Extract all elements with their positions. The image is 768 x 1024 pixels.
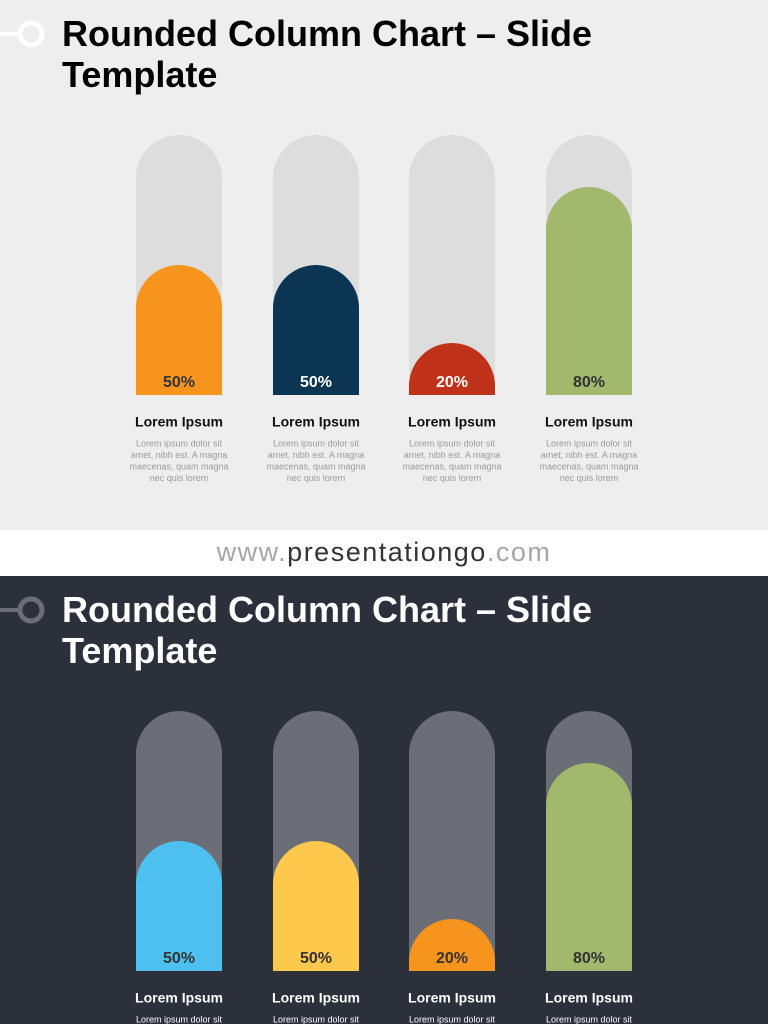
slide-title: Rounded Column Chart – Slide Template [62,589,593,671]
value-label: 50% [163,950,195,967]
slide-title: Rounded Column Chart – Slide Template [62,13,593,95]
description-line: Lorem ipsum dolor sit [136,438,223,448]
description-line: maecenas, quam magna [129,461,228,471]
bar [409,919,495,971]
bar [136,841,222,971]
description-line: amet, nibh est. A magna [131,450,228,460]
description-line: Lorem ipsum dolor sit [273,1014,360,1024]
description-line: nec quis lorem [423,473,482,483]
bar [273,265,359,395]
slide-background [0,576,768,1024]
description-line: Lorem ipsum dolor sit [409,438,496,448]
description-line: maecenas, quam magna [539,461,638,471]
category-label: Lorem Ipsum [545,414,633,430]
category-label: Lorem Ipsum [272,990,360,1006]
category-label: Lorem Ipsum [545,990,633,1006]
value-label: 50% [300,950,332,967]
footer-strip [0,530,768,576]
description-line: nec quis lorem [287,473,346,483]
category-label: Lorem Ipsum [272,414,360,430]
value-label: 50% [300,374,332,391]
title-icon [17,596,45,624]
bar [273,841,359,971]
footer-part: presentationgo [287,537,487,567]
footer-part: .com [487,537,552,567]
bar [546,763,632,971]
value-label: 50% [163,374,195,391]
bar [546,187,632,395]
track [409,135,495,395]
value-label: 20% [436,374,468,391]
category-label: Lorem Ipsum [408,414,496,430]
description-line: nec quis lorem [150,473,209,483]
value-label: 20% [436,950,468,967]
description-line: Lorem ipsum dolor sit [409,1014,496,1024]
track [409,711,495,971]
category-label: Lorem Ipsum [408,990,496,1006]
value-label: 80% [573,950,605,967]
bar [409,343,495,395]
description-line: maecenas, quam magna [402,461,501,471]
footer-part: www. [216,537,288,567]
footer-url: www.presentationgo.com [216,537,552,567]
description-line: amet, nibh est. A magna [404,450,501,460]
category-label: Lorem Ipsum [135,414,223,430]
title-icon [17,20,45,48]
description-line: Lorem ipsum dolor sit [546,1014,633,1024]
description-line: Lorem ipsum dolor sit [546,438,633,448]
value-label: 80% [573,374,605,391]
slide-background [0,0,768,530]
description-line: maecenas, quam magna [266,461,365,471]
category-label: Lorem Ipsum [135,990,223,1006]
bar [136,265,222,395]
description-line: nec quis lorem [560,473,619,483]
description-line: amet, nibh est. A magna [268,450,365,460]
description-line: Lorem ipsum dolor sit [136,1014,223,1024]
description-line: Lorem ipsum dolor sit [273,438,360,448]
description-line: amet, nibh est. A magna [541,450,638,460]
